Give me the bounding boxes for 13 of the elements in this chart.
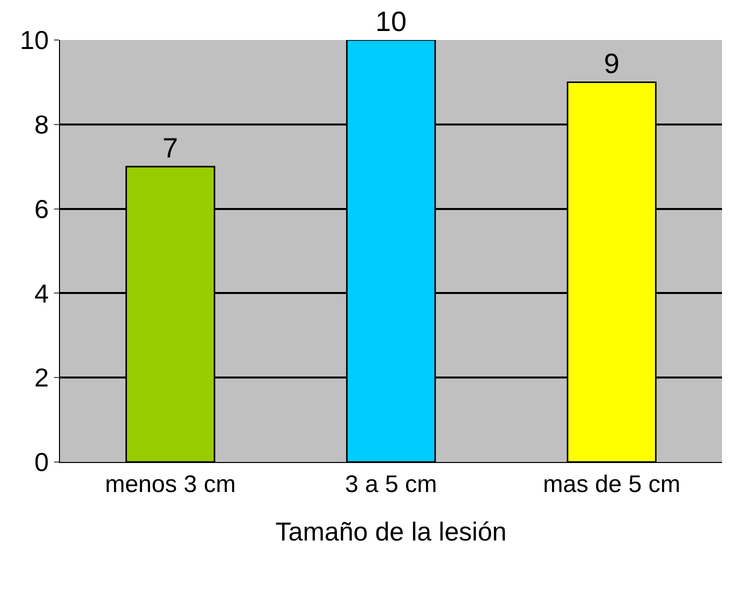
y-tick-label: 8 xyxy=(34,110,49,140)
x-tick-label: 3 a 5 cm xyxy=(344,470,438,498)
data-label: 7 xyxy=(162,132,178,164)
x-tick-label: menos 3 cm xyxy=(104,470,236,498)
x-tick-label: mas de 5 cm xyxy=(542,470,680,498)
data-label: 10 xyxy=(375,6,407,37)
y-tick-label: 2 xyxy=(34,362,49,393)
y-tick-label: 0 xyxy=(34,447,49,478)
y-tick-label: 10 xyxy=(20,25,49,56)
y-tick-label: 4 xyxy=(34,278,49,308)
x-axis-title: Tamaño de la lesión xyxy=(275,516,507,546)
data-label: 9 xyxy=(604,48,620,80)
y-tick-label: 6 xyxy=(34,194,49,224)
